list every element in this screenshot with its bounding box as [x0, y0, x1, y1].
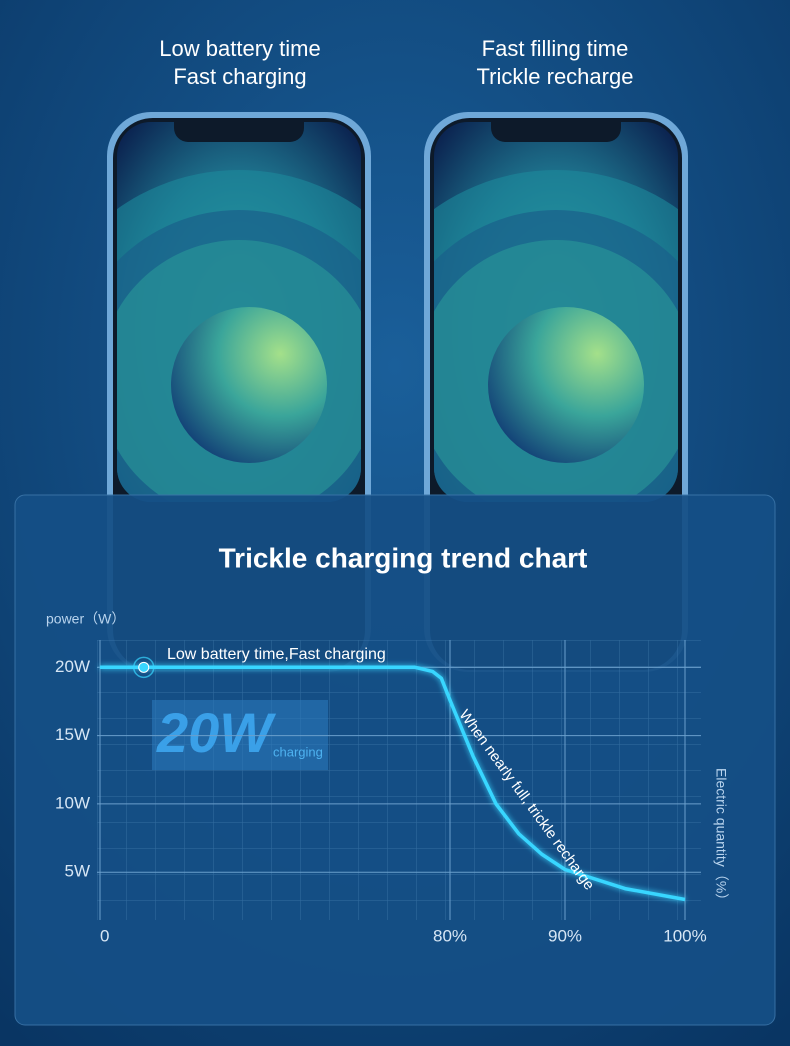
header-text: Trickle recharge	[477, 64, 634, 89]
badge	[152, 700, 328, 770]
y-tick-label: 20W	[55, 657, 90, 676]
y-tick-label: 5W	[65, 862, 91, 881]
y-axis-label: power（W）	[46, 611, 125, 627]
data-line	[100, 665, 686, 902]
y-tick-label: 10W	[55, 793, 90, 812]
badge-text: charging	[273, 744, 323, 759]
x-tick-label: 90%	[548, 926, 582, 945]
header-text: Fast charging	[173, 64, 306, 89]
x-tick-label: 100%	[663, 926, 706, 945]
chart-title: Trickle charging trend chart	[219, 542, 588, 573]
x-tick-label: 0	[100, 926, 109, 945]
header-text: Fast filling time	[482, 36, 629, 61]
badge-value: 20W	[156, 701, 276, 764]
highlight-ring	[133, 656, 155, 679]
x-tick-label: 80%	[433, 926, 467, 945]
phone	[424, 112, 688, 672]
highlight-point	[138, 661, 150, 673]
plot: 5W 10W 15W 20W 0 80% 90% 100%	[55, 640, 707, 945]
y-tick-label: 15W	[55, 725, 90, 744]
x-axis-label: Electric quantity（%）	[713, 768, 729, 907]
grid-background	[97, 640, 701, 920]
annotation: Low battery time,Fast charging	[167, 646, 386, 663]
header-text: Low battery time	[159, 36, 320, 61]
